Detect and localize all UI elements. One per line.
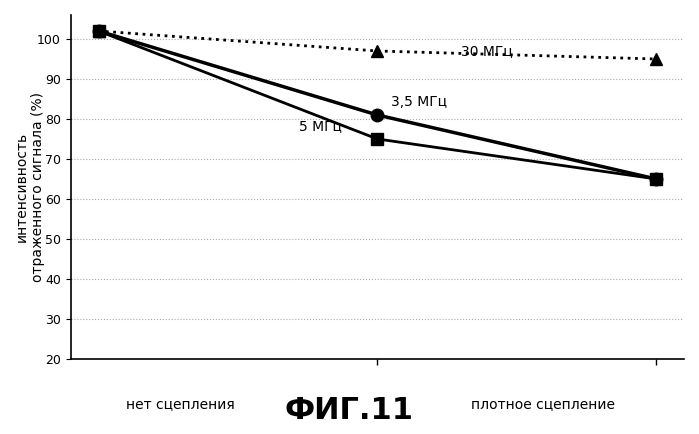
- Text: 30 МГц: 30 МГц: [461, 44, 512, 58]
- Y-axis label: интенсивность
отраженного сигнала (%): интенсивность отраженного сигнала (%): [15, 92, 45, 282]
- Text: 5 МГц: 5 МГц: [299, 119, 342, 133]
- Text: ФИГ.11: ФИГ.11: [285, 396, 414, 425]
- Text: нет сцепления: нет сцепления: [126, 397, 235, 411]
- Text: плотное сцепление: плотное сцепление: [471, 397, 615, 411]
- Text: 3,5 МГц: 3,5 МГц: [391, 95, 447, 109]
